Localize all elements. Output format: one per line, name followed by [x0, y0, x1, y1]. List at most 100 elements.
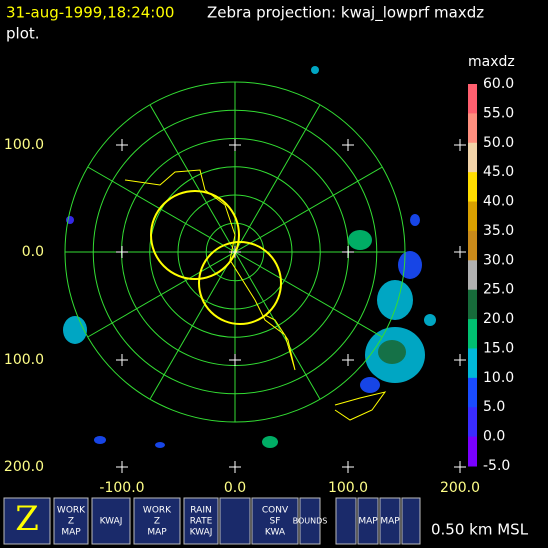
tick-cross: [116, 139, 128, 151]
colorbar-swatch: [468, 172, 477, 203]
colorbar-swatch: [468, 230, 477, 261]
coverage-circle: [150, 190, 240, 280]
range-ring: [64, 81, 406, 423]
altitude: 0.50 km MSL: [431, 521, 529, 539]
button-label: MAP: [358, 517, 378, 527]
button-label: MAP: [61, 528, 81, 538]
tick-cross: [229, 354, 241, 366]
colorbar-swatch: [468, 113, 477, 144]
button-label: BOUNDS: [293, 517, 328, 526]
colorbar-label: 55.0: [483, 105, 514, 121]
toolbar-button[interactable]: [335, 497, 357, 545]
x-tick-label: 100.0: [328, 480, 368, 496]
x-tick-label: 200.0: [440, 480, 480, 496]
y-tick-label: 0.0: [22, 244, 44, 260]
coverage-circle: [198, 241, 282, 325]
colorbar-label: -5.0: [483, 458, 510, 474]
tick-cross: [454, 354, 466, 366]
plot-area: -100.0 0.0 100.0 200.0 100.0 0.0 100.0 200.0: [4, 66, 480, 496]
colorbar-swatch: [468, 260, 477, 291]
colorbar-label: 45.0: [483, 164, 514, 180]
x-tick-label: 0.0: [224, 480, 246, 496]
y-tick-label: 100.0: [4, 352, 44, 368]
tick-cross: [454, 139, 466, 151]
y-tick-label: 200.0: [4, 459, 44, 475]
tick-cross: [116, 246, 128, 258]
echo: [424, 314, 436, 326]
colorbar-swatch: [468, 377, 477, 408]
y-tick-label: 100.0: [4, 137, 44, 153]
timestamp: 31-aug-1999,18:24:00: [6, 4, 174, 22]
colorbar-swatch: [468, 436, 477, 467]
tick-cross: [342, 354, 354, 366]
colorbar-label: 0.0: [483, 429, 505, 445]
coastline: [334, 391, 387, 421]
toolbar-button[interactable]: [219, 497, 251, 545]
colorbar-label: 5.0: [483, 399, 505, 415]
button-label: Z: [15, 499, 39, 539]
echo: [155, 442, 165, 448]
toolbar-button[interactable]: [53, 497, 89, 545]
button-label: SF: [270, 517, 281, 527]
colorbar-title: maxdz: [468, 54, 515, 70]
colorbar-label: 10.0: [483, 370, 514, 386]
colorbar-label: 35.0: [483, 223, 514, 239]
button-label: MAP: [380, 517, 400, 527]
echo: [94, 436, 106, 444]
button-label: Z: [154, 517, 160, 527]
tick-cross: [116, 354, 128, 366]
echo: [360, 377, 380, 393]
echo: [398, 251, 422, 279]
tick-cross: [342, 461, 354, 473]
toolbar-button[interactable]: [133, 497, 181, 545]
button-label: Z: [68, 517, 74, 527]
echo: [348, 230, 372, 250]
toolbar-button[interactable]: [379, 497, 401, 545]
coastline: [124, 169, 296, 371]
tick-cross: [229, 246, 241, 258]
tick-cross: [342, 139, 354, 151]
toolbar-button[interactable]: [401, 497, 421, 545]
tick-cross: [342, 246, 354, 258]
colorbar-label: 25.0: [483, 282, 514, 298]
colorbar-swatch: [468, 319, 477, 349]
colorbar-label: 15.0: [483, 340, 514, 356]
button-label: RATE: [190, 517, 213, 527]
tick-cross: [229, 139, 241, 151]
button-label: KWAJ: [190, 528, 213, 538]
colorbar-swatch: [468, 201, 477, 232]
button-label: WORK: [143, 506, 172, 516]
tick-cross: [229, 461, 241, 473]
button-label: MAP: [147, 528, 167, 538]
toolbar-button[interactable]: [91, 497, 131, 545]
colorbar-label: 30.0: [483, 252, 514, 268]
echo: [377, 280, 413, 320]
colorbar-swatch: [468, 289, 477, 320]
x-tick-label: -100.0: [99, 480, 144, 496]
colorbar-label: 50.0: [483, 135, 514, 151]
colorbar-swatch: [468, 84, 477, 114]
echo: [262, 436, 278, 448]
colorbar: maxdz 60.0 55.0 50.0 45.0 40.0 35.0 30.0 25.0 20.…: [468, 54, 515, 474]
toolbar-button[interactable]: [3, 497, 51, 545]
colorbar-swatch: [468, 407, 477, 438]
colorbar-label: 60.0: [483, 76, 514, 92]
echo: [378, 340, 406, 364]
toolbar-button[interactable]: [357, 497, 379, 545]
button-label: KWAJ: [100, 517, 123, 527]
toolbar-button[interactable]: [251, 497, 299, 545]
button-label: WORK: [57, 506, 86, 516]
echo: [410, 214, 420, 226]
tick-cross: [454, 461, 466, 473]
toolbar-button[interactable]: [183, 497, 219, 545]
colorbar-swatch: [468, 348, 477, 379]
toolbar: Z WORKZMAPKWAJWORKZMAPRAINRATEKWAJCONVSFK…: [3, 497, 529, 545]
button-label: RAIN: [190, 506, 211, 516]
toolbar-button[interactable]: [299, 497, 321, 545]
colorbar-label: 40.0: [483, 194, 514, 210]
tick-cross: [454, 246, 466, 258]
echo: [311, 66, 319, 74]
button-label: KWA: [265, 528, 286, 538]
title: Zebra projection: kwaj_lowprf maxdz: [207, 4, 484, 23]
